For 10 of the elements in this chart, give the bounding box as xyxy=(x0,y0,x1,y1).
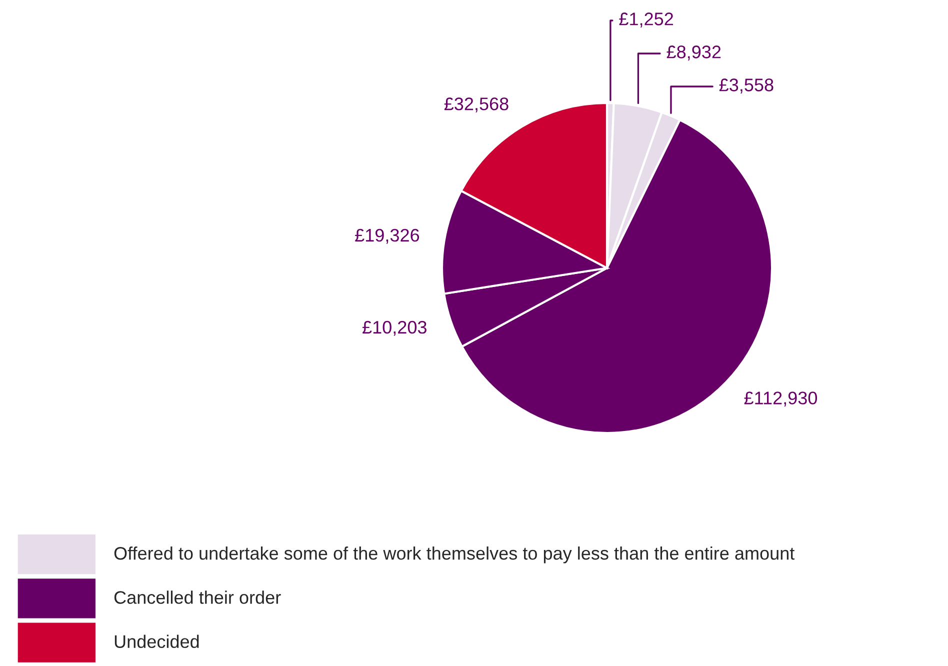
data-label: £32,568 xyxy=(444,98,508,112)
data-label: £19,326 xyxy=(355,228,420,244)
legend-label: Cancelled their order xyxy=(114,590,281,604)
data-label: £1,252 xyxy=(619,12,674,28)
data-label: £10,203 xyxy=(362,320,426,336)
legend-label: Offered to undertake some of the work themselves to pay less than the entire amount xyxy=(114,546,795,564)
data-label: £8,932 xyxy=(666,46,721,60)
data-label: £3,558 xyxy=(719,78,774,94)
data-label: £112,930 xyxy=(744,392,818,407)
legend-label: Undecided xyxy=(114,634,199,648)
